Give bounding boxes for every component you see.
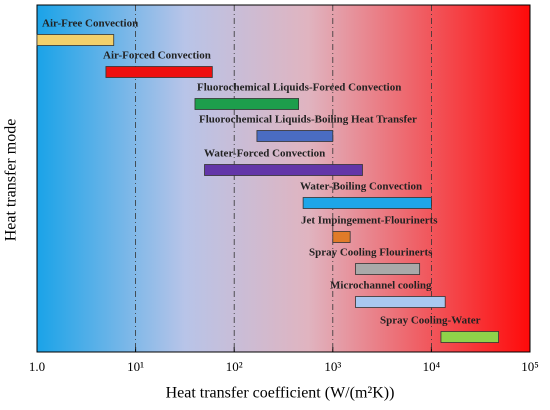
- bar-label: Fluorochemical Liquids-Boiling Heat Tran…: [199, 114, 417, 126]
- range-bar: [194, 98, 300, 110]
- bar-label: Spray Cooling-Water: [380, 315, 481, 327]
- bar-label: Microchannel cooling: [330, 280, 432, 292]
- range-bar: [355, 263, 421, 275]
- bar-label: Jet Impingement-Flourinerts: [301, 215, 438, 227]
- x-tick-label: 10¹: [127, 359, 144, 374]
- range-bar: [302, 197, 432, 209]
- range-bar: [332, 231, 351, 243]
- plot-background: [37, 5, 530, 352]
- x-axis-label: Heat transfer coefficient (W/(m²K)): [166, 385, 395, 402]
- range-bar: [105, 66, 213, 78]
- range-bar: [36, 34, 115, 46]
- bar-label: Water-Forced Convection: [204, 148, 325, 160]
- bar-label: Spray Cooling Flourinerts: [309, 247, 433, 259]
- x-tick-label: 10²: [226, 359, 243, 374]
- bar-label: Air-Free Convection: [42, 18, 138, 30]
- bar-label: Fluorochemical Liquids-Forced Convection: [197, 82, 401, 94]
- y-axis-label: Heat transfer mode: [3, 119, 20, 242]
- x-tick-label: 10⁵: [521, 359, 539, 374]
- x-tick-label: 1.0: [29, 359, 45, 374]
- range-bar: [440, 331, 499, 343]
- range-bar: [256, 130, 334, 142]
- x-tick-label: 10³: [324, 359, 341, 374]
- bar-label: Air-Forced Convection: [103, 50, 211, 62]
- bar-label: Water-Boiling Convection: [300, 181, 422, 193]
- range-bar: [355, 296, 446, 308]
- plot-frame: [36, 4, 531, 353]
- range-bar: [204, 164, 363, 176]
- x-tick-label: 10⁴: [423, 359, 441, 374]
